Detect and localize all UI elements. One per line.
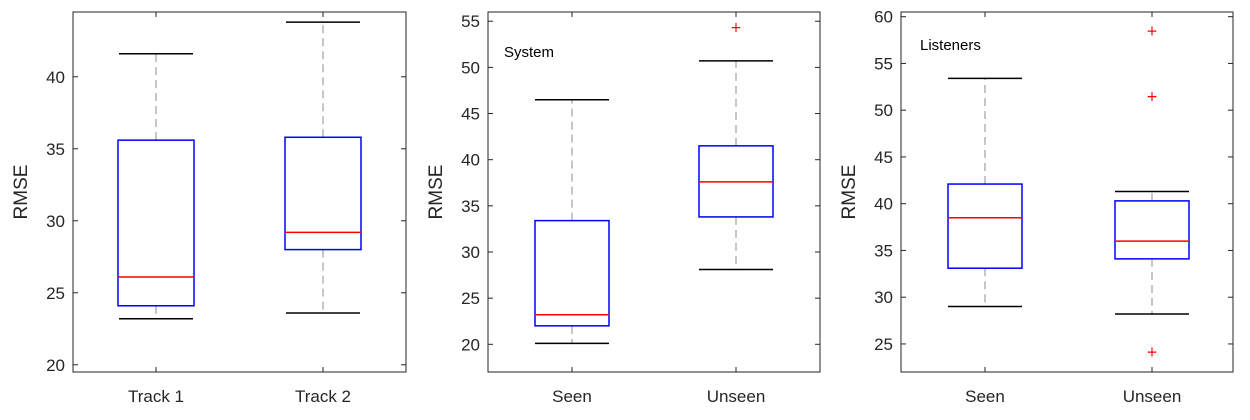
box-seen — [947, 77, 1023, 308]
y-tick-label: 35 — [461, 197, 480, 216]
y-tick-label: 30 — [874, 288, 893, 307]
y-tick-label: 40 — [874, 195, 893, 214]
y-tick-label: 40 — [461, 151, 480, 170]
y-axis-label: RMSE — [11, 165, 32, 220]
y-tick-label: 20 — [46, 356, 65, 375]
chart-panel-1: 20 25 30 35 40 Track 1 Track 2 RMSE — [11, 11, 407, 406]
x-tick-label: Unseen — [707, 387, 766, 406]
panel-annotation: Listeners — [920, 37, 981, 54]
y-tick-label: 30 — [46, 212, 65, 231]
y-tick-label: 25 — [461, 289, 480, 308]
y-tick-label: 25 — [874, 335, 893, 354]
y-tick-label: 50 — [874, 101, 893, 120]
y-tick-label: 20 — [461, 335, 480, 354]
outlier-marker: + — [1146, 344, 1158, 360]
y-axis-label: RMSE — [839, 165, 860, 220]
y-tick-label: 30 — [461, 243, 480, 262]
x-tick-label: Seen — [552, 387, 592, 406]
x-tick-label: Seen — [965, 387, 1005, 406]
y-tick-label: 35 — [46, 140, 65, 159]
y-tick-label: 35 — [874, 241, 893, 260]
y-tick-label: 45 — [461, 105, 480, 124]
y-tick-label: 25 — [46, 284, 65, 303]
box-track-1 — [117, 53, 195, 320]
outlier-marker: + — [1146, 24, 1158, 40]
iqr-box — [284, 136, 362, 251]
iqr-box — [947, 183, 1023, 269]
outlier-marker: + — [730, 20, 742, 36]
box-unseen: + — [698, 20, 774, 271]
chart-panel-3: 25 30 35 40 45 50 55 60 Seen Unseen RMSE Listeners +… — [839, 8, 1234, 406]
x-tick-label: Track 1 — [128, 387, 184, 406]
box-seen — [534, 98, 610, 345]
y-tick-label: 40 — [46, 68, 65, 87]
y-tick-label: 55 — [874, 54, 893, 73]
y-tick-label: 50 — [461, 58, 480, 77]
axes-frame — [900, 11, 1234, 373]
x-tick-label: Track 2 — [295, 387, 351, 406]
chart-panel-2: 20 25 30 35 40 45 50 55 Seen Unseen RMSE System + — [426, 11, 821, 406]
y-axis-label: RMSE — [426, 165, 447, 220]
x-tick-label: Unseen — [1123, 387, 1182, 406]
iqr-box — [117, 139, 195, 307]
box-unseen: + + + — [1114, 24, 1190, 360]
box-track-2 — [284, 21, 362, 314]
iqr-box — [534, 219, 610, 327]
panel-annotation: System — [504, 44, 554, 61]
axes-frame — [72, 11, 407, 373]
y-tick-label: 45 — [874, 148, 893, 167]
y-tick-label: 60 — [874, 8, 893, 27]
iqr-box — [1114, 200, 1190, 260]
outlier-marker: + — [1146, 89, 1158, 105]
axes-frame — [487, 11, 821, 373]
y-tick-label: 55 — [461, 12, 480, 31]
